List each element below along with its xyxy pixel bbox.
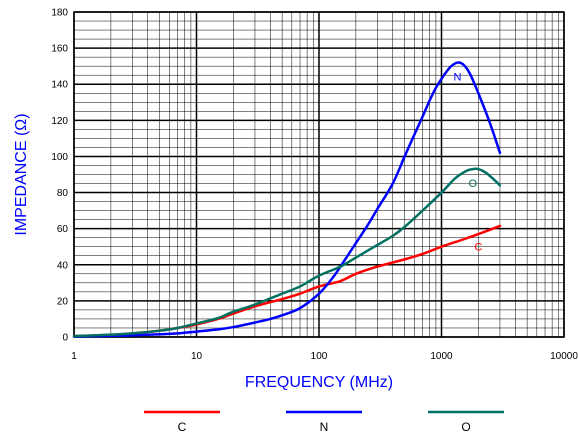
series-label-o: O [468,178,477,190]
series-label-n: N [453,72,461,84]
legend-label-c: C [178,420,187,434]
x-tick-label: 1 [71,351,77,362]
series-label-c: C [474,241,482,253]
x-axis-title: FREQUENCY (MHz) [245,374,393,391]
plot-frame [73,11,565,338]
y-tick-label: 160 [51,44,68,55]
series-lines [72,61,502,338]
y-tick-label: 100 [51,152,68,163]
y-tick-label: 60 [57,224,69,235]
series-line-o [72,167,502,338]
y-tick-labels: 0 20 40 60 80 100 120 140 160 180 [51,8,68,344]
y-axis-title: IMPEDANCE (Ω) [13,113,30,235]
x-tick-label: 1000 [430,351,453,362]
x-tick-label: 100 [311,351,328,362]
y-tick-label: 40 [57,260,69,271]
legend-label-n: N [320,420,329,434]
series-line-n [72,61,502,338]
y-tick-label: 0 [62,333,68,344]
y-tick-label: 20 [57,296,69,307]
y-tick-label: 80 [57,188,69,199]
y-tick-label: 140 [51,80,68,91]
legend-label-o: O [461,420,470,434]
x-tick-label: 10 [191,351,203,362]
y-tick-label: 180 [51,8,68,19]
x-tick-label: 10000 [550,351,578,362]
x-tick-labels: 1 10 100 1000 10000 [71,351,578,362]
series-labels: C N O [453,72,482,254]
y-tick-label: 120 [51,116,68,127]
